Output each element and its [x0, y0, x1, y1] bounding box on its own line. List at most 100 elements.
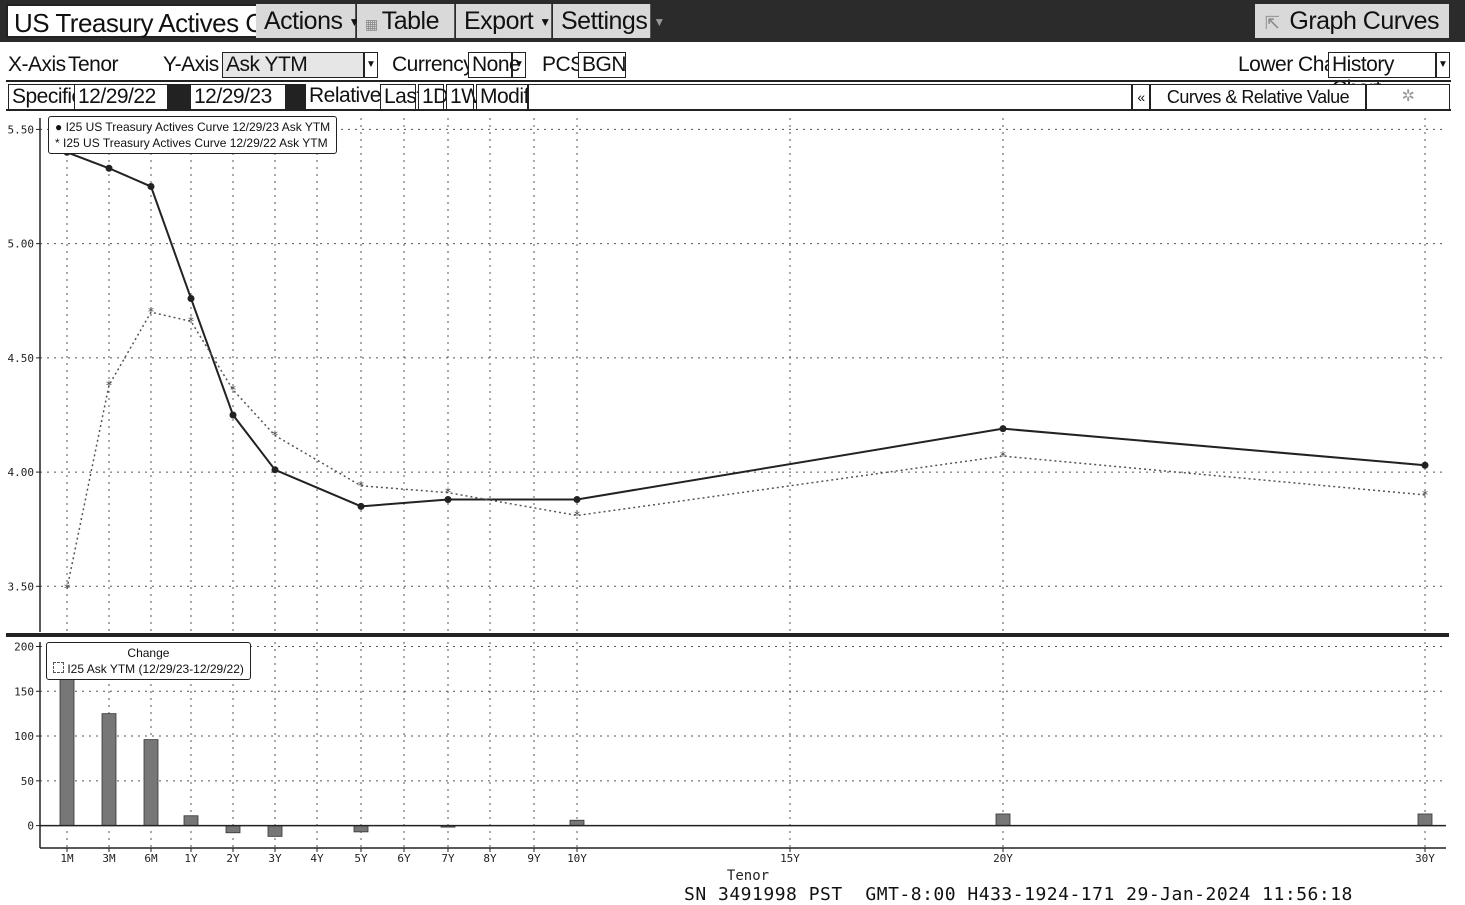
status-footer: SN 3491998 PST GMT-8:00 H433-1924-171 29…: [684, 884, 1353, 905]
toolbar: US Treasury Actives Curve Actions ▼ ▦ Tabl…: [0, 0, 1465, 42]
export-menu[interactable]: Export ▼: [456, 4, 552, 38]
lower-chart-label: Lower Chart: [1238, 53, 1347, 76]
currency-dropdown-icon[interactable]: ▼: [512, 52, 526, 78]
xaxis-label: X-Axis: [8, 53, 66, 76]
axes: 3.50 4.00 4.50 5.00 5.50 0 50 100 150 200 1M 3M 6M 1Y…: [6, 118, 1449, 880]
data-point: [1421, 461, 1429, 469]
y-tick-label: 4.50: [8, 352, 35, 365]
x-tick-label: 10Y: [567, 852, 587, 865]
xaxis-value[interactable]: Tenor: [68, 53, 119, 76]
date-controls-row: Specific 12/29/22 12/29/23 Relative Last…: [0, 84, 1465, 110]
end-date-input[interactable]: 12/29/23: [190, 84, 286, 110]
external-link-icon: ⇱: [1264, 13, 1280, 33]
x-tick-label: 6M: [144, 852, 158, 865]
yaxis-label: Y-Axis: [163, 53, 219, 76]
change-bar: [353, 825, 369, 833]
curve-chart: * * * * * * * * * * * 3.50 4.00 4.50 5.00 5.50 0 50 100 15…: [6, 118, 1449, 880]
lower-legend: Change I25 Ask YTM (12/29/23-12/29/22): [46, 642, 251, 680]
graph-curves-label: Graph Curves: [1289, 7, 1439, 35]
date-spacer: [528, 84, 1132, 110]
table-icon: ▦: [365, 16, 378, 32]
x-tick-label: 30Y: [1415, 852, 1435, 865]
data-point: [229, 411, 237, 419]
graph-curves-button[interactable]: ⇱ Graph Curves: [1254, 4, 1449, 38]
legend-item-2022: * I25 US Treasury Actives Curve 12/29/22…: [55, 135, 330, 151]
y-tick-label: 4.00: [8, 466, 35, 479]
one-day-button[interactable]: 1D: [418, 84, 448, 110]
legend-label-change: I25 Ask YTM (12/29/23-12/29/22): [67, 662, 244, 676]
x-tick-label: 20Y: [993, 852, 1013, 865]
legend-label-2022: I25 US Treasury Actives Curve 12/29/22 A…: [63, 136, 328, 150]
data-point: *: [357, 479, 364, 493]
series-line-2023: [66, 151, 1426, 508]
change-bar: [995, 813, 1011, 827]
data-point: [573, 496, 581, 504]
table-button[interactable]: ▦ Table: [357, 4, 455, 38]
change-bar: [569, 819, 585, 827]
y-tick-label: 5.50: [8, 123, 35, 136]
y-tick-label: 0: [27, 820, 34, 833]
x-tick-label: 2Y: [226, 852, 240, 865]
table-label: Table: [381, 7, 440, 35]
x-axis-title: Tenor: [727, 868, 769, 880]
y-tick-label: 200: [14, 640, 34, 653]
lower-bars: [59, 655, 1433, 837]
export-label: Export: [464, 7, 534, 35]
data-point: *: [105, 378, 112, 392]
data-point: *: [999, 449, 1006, 463]
pcs-label: PCS: [542, 53, 584, 76]
specific-mode-button[interactable]: Specific: [8, 84, 82, 110]
data-point: [187, 294, 195, 302]
data-point: [105, 164, 113, 172]
data-point: *: [573, 508, 580, 522]
currency-select[interactable]: None: [468, 52, 521, 78]
change-bar: [267, 825, 283, 837]
data-point: [444, 496, 452, 504]
lower-chart-dropdown-icon[interactable]: ▼: [1436, 52, 1450, 78]
data-point: *: [63, 582, 70, 596]
data-point: *: [1421, 488, 1428, 502]
change-bar: [1417, 813, 1433, 827]
series-line-2022: [66, 311, 1426, 589]
caret-down-icon: ▼: [348, 15, 360, 30]
y-tick-label: 100: [14, 730, 34, 743]
yaxis-select[interactable]: Ask YTM: [222, 52, 364, 78]
upper-legend: ● I25 US Treasury Actives Curve 12/29/23…: [48, 116, 338, 154]
x-tick-label: 4Y: [310, 852, 324, 865]
actions-label: Actions: [264, 7, 343, 35]
x-tick-label: 7Y: [441, 852, 455, 865]
actions-menu[interactable]: Actions ▼: [256, 4, 360, 38]
x-tick-label: 6Y: [397, 852, 411, 865]
x-tick-label: 3M: [102, 852, 116, 865]
x-tick-label: 3Y: [268, 852, 282, 865]
data-point: [271, 466, 279, 474]
modify-button[interactable]: Modify: [476, 84, 539, 110]
data-point: [357, 502, 365, 510]
collapse-button[interactable]: «: [1132, 84, 1150, 110]
x-tick-label: 15Y: [780, 852, 800, 865]
change-bar: [225, 825, 241, 834]
x-tick-label: 9Y: [527, 852, 541, 865]
change-bar: [183, 815, 199, 827]
end-date-calendar-icon[interactable]: [286, 84, 306, 110]
curves-relative-value-tab[interactable]: Curves & Relative Value: [1150, 84, 1366, 110]
settings-label: Settings: [561, 7, 648, 35]
last-button[interactable]: Last: [380, 84, 422, 110]
divider: [6, 80, 1451, 82]
one-week-button[interactable]: 1W: [446, 84, 481, 110]
start-date-calendar-icon[interactable]: [168, 84, 190, 110]
legend-label-2023: I25 US Treasury Actives Curve 12/29/23 A…: [65, 120, 331, 134]
change-bar: [143, 739, 159, 827]
yaxis-dropdown-icon[interactable]: ▼: [364, 52, 378, 78]
caret-down-icon: ▼: [539, 15, 551, 30]
bar-swatch-icon: [53, 662, 64, 673]
data-point: *: [271, 429, 278, 443]
relative-mode-button[interactable]: Relative: [306, 84, 381, 110]
x-tick-label: 8Y: [483, 852, 497, 865]
lower-chart-select[interactable]: History Chart: [1328, 52, 1436, 100]
dot-marker-icon: ●: [55, 120, 63, 134]
start-date-input[interactable]: 12/29/22: [74, 84, 168, 110]
pcs-input[interactable]: BGN: [578, 52, 627, 78]
settings-menu[interactable]: Settings ▼: [553, 4, 665, 38]
settings-gear-icon[interactable]: ✲: [1366, 84, 1450, 110]
